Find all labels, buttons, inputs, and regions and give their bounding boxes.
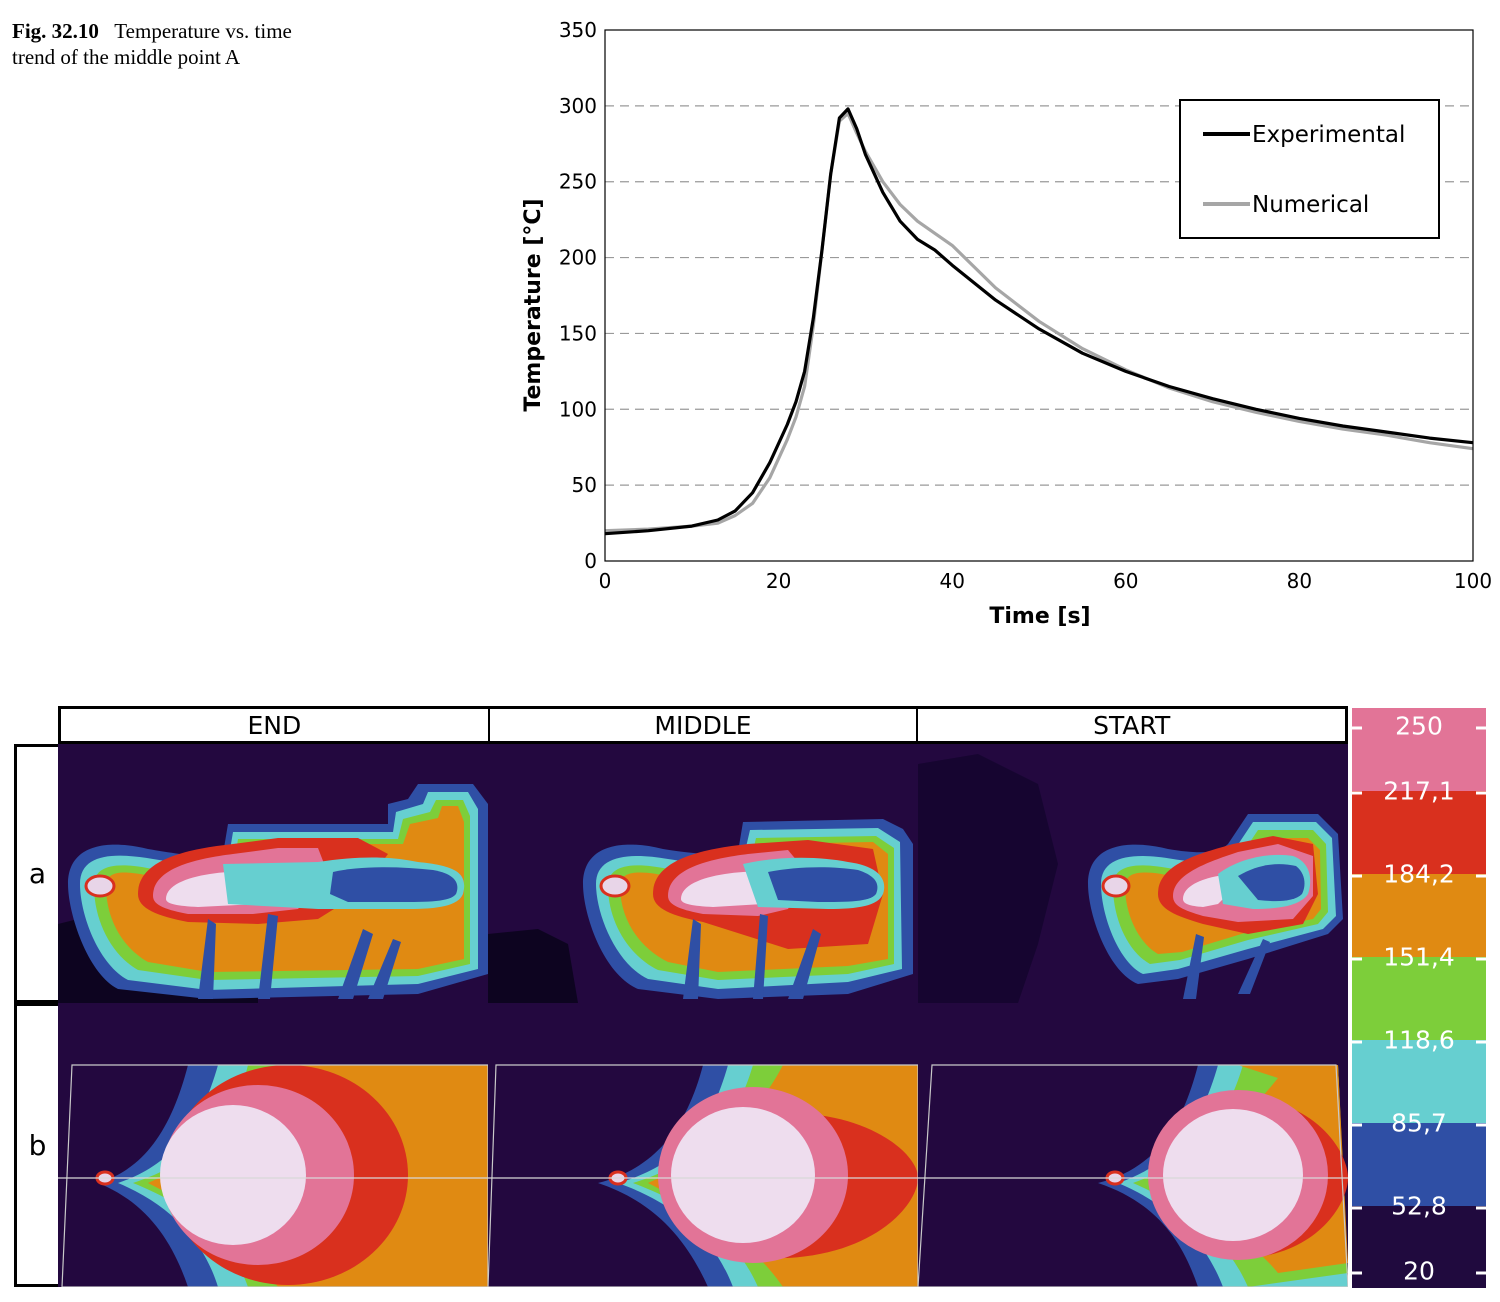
x-tick-labels: 0 20 40 60 80 100 [599, 569, 1492, 593]
temperature-color-scale: 250 217,1 184,2 151,4 118,6 85,7 52,8 20 [1352, 708, 1486, 1288]
figure-caption-text: Temperature vs. time trend of the middle… [12, 19, 292, 69]
chart-legend: Experimental Numerical [1179, 99, 1440, 239]
y-tick-label: 250 [559, 170, 597, 194]
scale-tick-label: 184,2 [1352, 860, 1486, 889]
y-axis-label: Temperature [°C] [521, 198, 546, 411]
scale-band-5 [1352, 1040, 1486, 1123]
thermal-image-start-experimental [918, 744, 1348, 1003]
plot-frame [604, 29, 1474, 562]
row-label-a: a [14, 744, 58, 1003]
scale-tick-label: 151,4 [1352, 943, 1486, 972]
series-lines [604, 107, 1474, 536]
scale-tick-label: 118,6 [1352, 1026, 1486, 1055]
scale-band-6 [1352, 1123, 1486, 1206]
column-header-end: END [61, 709, 490, 741]
temperature-chart: 0 50 100 150 200 250 300 350 0 20 40 60 80 100 Time … [521, 18, 1492, 629]
scale-tick-label: 20 [1352, 1257, 1486, 1286]
x-tick-label: 0 [599, 569, 612, 593]
scale-tick-label: 217,1 [1352, 777, 1486, 806]
scale-band-3 [1352, 874, 1486, 957]
thermal-image-end-numerical [58, 1003, 488, 1287]
x-tick-label: 60 [1113, 569, 1138, 593]
y-tick-label: 150 [559, 321, 597, 345]
scale-band-2 [1352, 791, 1486, 874]
scale-band-7 [1352, 1206, 1486, 1288]
thermal-image-start-numerical [918, 1003, 1348, 1287]
x-tick-label: 40 [939, 569, 964, 593]
column-header-start: START [1093, 710, 1171, 740]
scale-tick-label: 85,7 [1352, 1109, 1486, 1138]
y-tick-label: 200 [559, 246, 597, 270]
x-tick-label: 20 [766, 569, 791, 593]
thermal-image-middle-experimental [488, 744, 918, 1003]
legend-label-numerical: Numerical [1252, 192, 1369, 218]
figure-label: Fig. 32.10 [12, 19, 99, 43]
y-tick-labels: 0 50 100 150 200 250 300 350 [559, 18, 597, 573]
scale-tick-label: 250 [1352, 712, 1486, 741]
scale-band-4 [1352, 957, 1486, 1040]
series-line-experimental [604, 107, 1474, 536]
figure-caption: Fig. 32.10 Temperature vs. time trend of… [12, 18, 332, 70]
x-axis-label: Time [s] [989, 604, 1090, 629]
y-tick-label: 350 [559, 18, 597, 42]
legend-label-experimental: Experimental [1252, 122, 1405, 148]
x-tick-label: 100 [1454, 569, 1492, 593]
legend-box [1179, 99, 1440, 239]
thermal-image-middle-numerical [488, 1003, 918, 1287]
series-line-numerical [604, 111, 1474, 533]
scale-tick-label: 52,8 [1352, 1192, 1486, 1221]
scale-band-1 [1352, 708, 1486, 791]
y-tick-label: 300 [559, 94, 597, 118]
x-tick-label: 80 [1287, 569, 1312, 593]
y-tick-label: 100 [559, 397, 597, 421]
column-header-row: END MIDDLE START [58, 706, 1348, 744]
column-header-middle: MIDDLE [490, 709, 919, 741]
row-label-b: b [14, 1003, 58, 1287]
thermal-image-end-experimental [58, 744, 488, 1003]
y-tick-label: 0 [584, 549, 597, 573]
y-tick-label: 50 [572, 473, 597, 497]
